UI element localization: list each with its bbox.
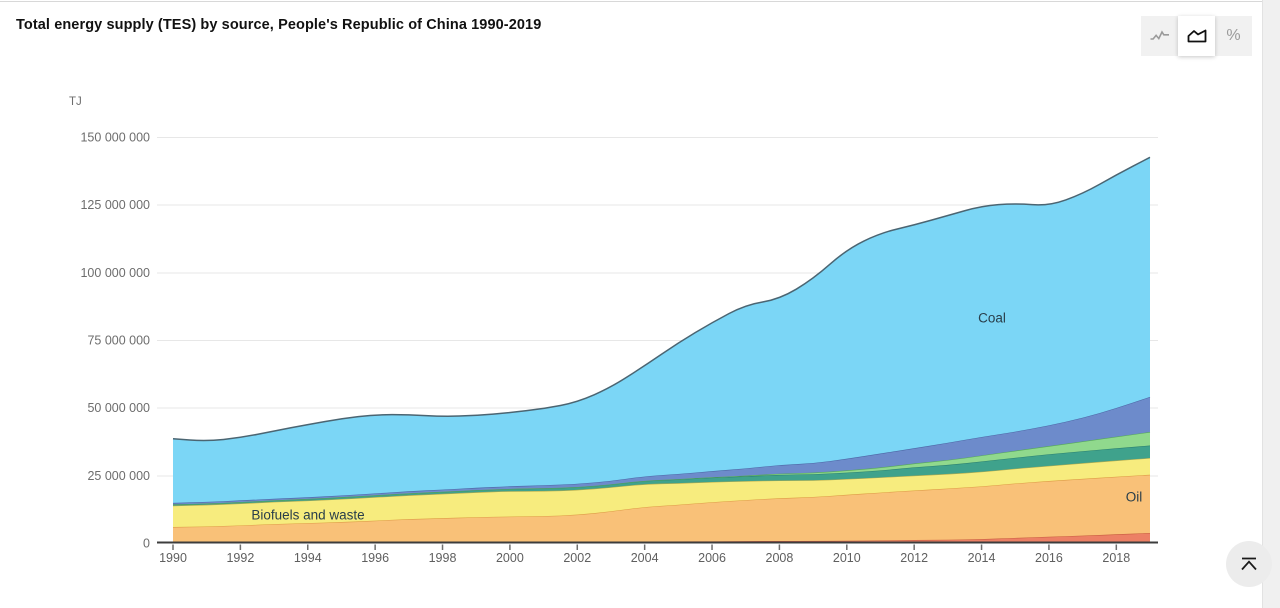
y-tick-label: 50 000 000	[87, 401, 150, 415]
y-tick-label: 25 000 000	[87, 469, 150, 483]
top-border	[0, 1, 1280, 2]
area-biofuels-and-waste[interactable]	[173, 458, 1150, 528]
chart-type-toolbar: %	[1141, 16, 1252, 56]
x-tick-label: 2000	[496, 551, 524, 565]
chart-title: Total energy supply (TES) by source, Peo…	[16, 17, 542, 33]
area-chart-toggle-button[interactable]	[1178, 16, 1215, 56]
x-tick-label: 2002	[563, 551, 591, 565]
page-background-strip	[1262, 0, 1280, 608]
x-tick-label: 2004	[631, 551, 659, 565]
percent-toggle-button[interactable]: %	[1215, 16, 1252, 56]
line-chart-toggle-button[interactable]	[1141, 16, 1178, 56]
y-tick-label: 100 000 000	[80, 266, 150, 280]
area-boundary-coal	[172, 156, 1151, 442]
x-tick-label: 1992	[226, 551, 254, 565]
series-label-biofuels: Biofuels and waste	[251, 507, 365, 523]
area-oil[interactable]	[173, 474, 1150, 543]
x-tick-label: 2008	[766, 551, 794, 565]
area-coal[interactable]	[173, 157, 1150, 503]
x-tick-label: 1990	[159, 551, 187, 565]
x-tick-label: 2012	[900, 551, 928, 565]
x-tick-label: 2010	[833, 551, 861, 565]
x-tick-label: 2006	[698, 551, 726, 565]
x-tick-label: 2014	[968, 551, 996, 565]
x-tick-label: 2016	[1035, 551, 1063, 565]
collapse-to-top-icon	[1241, 557, 1257, 571]
series-label-coal: Coal	[978, 310, 1006, 326]
y-tick-label: 125 000 000	[80, 198, 150, 212]
percent-icon: %	[1226, 27, 1241, 44]
x-tick-label: 1998	[429, 551, 457, 565]
y-tick-label: 150 000 000	[80, 131, 150, 145]
y-tick-label: 0	[143, 537, 150, 551]
area-chart-icon	[1187, 29, 1206, 43]
scroll-to-top-button[interactable]	[1226, 541, 1272, 587]
x-tick-label: 2018	[1102, 551, 1130, 565]
x-tick-label: 1994	[294, 551, 322, 565]
y-tick-label: 75 000 000	[87, 334, 150, 348]
y-axis-unit-label: TJ	[69, 96, 82, 108]
line-chart-icon	[1150, 30, 1169, 41]
x-tick-label: 1996	[361, 551, 389, 565]
series-label-oil: Oil	[1125, 489, 1143, 505]
area-natural-gas[interactable]	[173, 396, 1150, 505]
